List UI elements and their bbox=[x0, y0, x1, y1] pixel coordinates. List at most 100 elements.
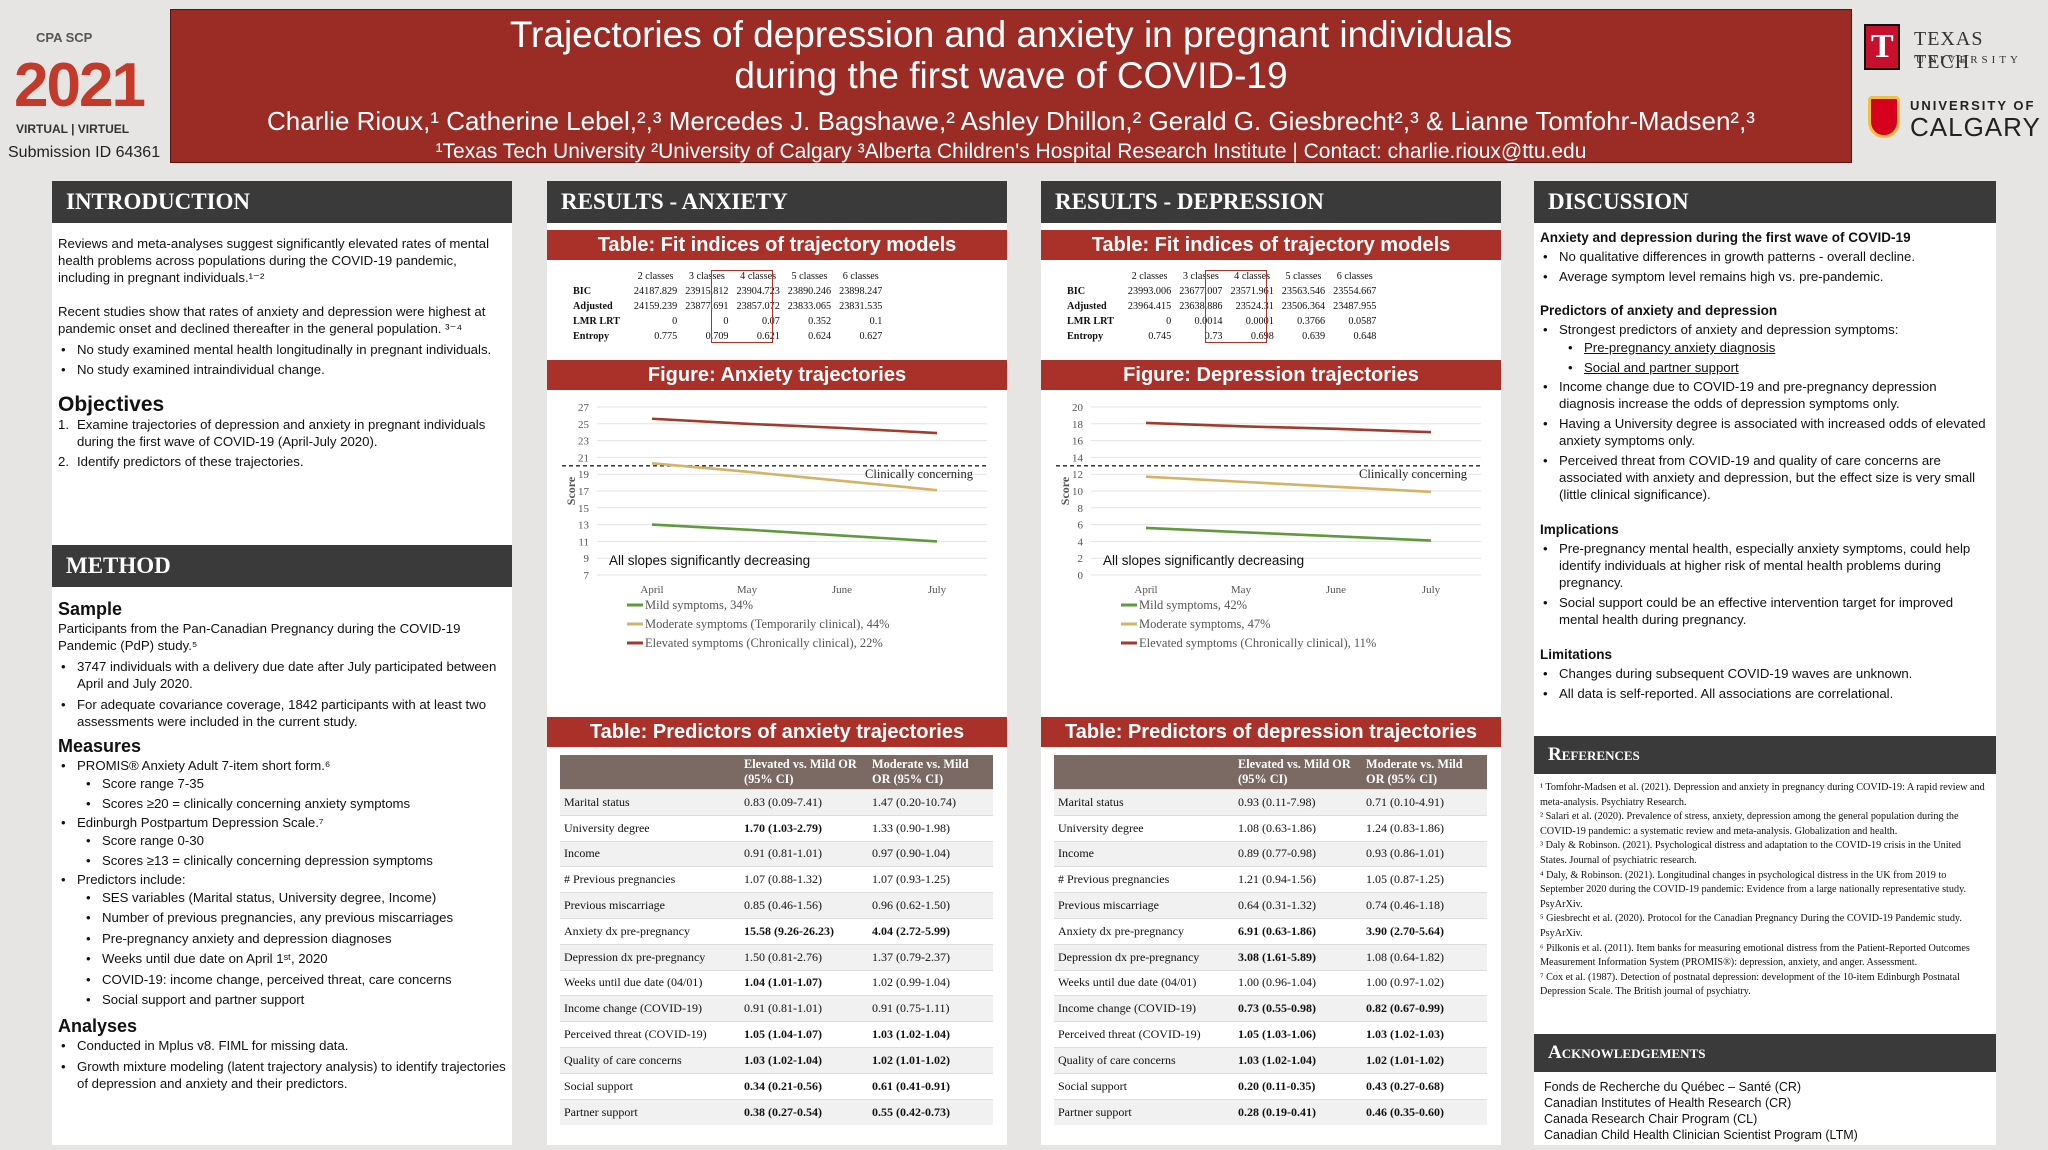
threshold-label: Clinically concerning bbox=[865, 467, 974, 481]
reference-item: ³ Daly & Robinson. (2021). Psychological… bbox=[1540, 840, 1961, 866]
pred-cell: 0.46 (0.35-0.60) bbox=[1362, 1098, 1487, 1125]
threshold-label: Clinically concerning bbox=[1359, 467, 1468, 481]
fit-cell: 0 bbox=[1166, 316, 1172, 327]
fit-col-header: 4 classes bbox=[740, 271, 777, 282]
pred-label: Previous miscarriage bbox=[1054, 892, 1234, 919]
pred-label: Marital status bbox=[560, 789, 740, 816]
pred-cell: 0.97 (0.90-1.04) bbox=[868, 840, 993, 867]
fit-row-label: LMR LRT bbox=[573, 316, 620, 327]
pred-label: Weeks until due date (04/01) bbox=[560, 969, 740, 996]
series-line bbox=[651, 461, 938, 492]
fit-col-header: 6 classes bbox=[1336, 271, 1373, 282]
pred-row: Previous miscarriage 0.64 (0.31-1.32) 0.74… bbox=[1054, 892, 1487, 919]
fit-col-header: 4 classes bbox=[1234, 271, 1271, 282]
objectives-list: 1. Examine trajectories of depression and… bbox=[58, 416, 506, 470]
pred-cell: 0.55 (0.42-0.73) bbox=[868, 1098, 993, 1125]
pred-row: Anxiety dx pre-pregnancy 15.58 (9.26-26.2… bbox=[560, 917, 993, 945]
fit-row-label: Entropy bbox=[1067, 331, 1104, 342]
fit-cell: 23915.812 bbox=[685, 286, 729, 297]
conference-year: 2021 bbox=[14, 51, 146, 120]
discussion-list4: Changes during subsequent COVID-19 waves… bbox=[1540, 665, 1990, 702]
predictor-list: SES variables (Marital status, Universit… bbox=[58, 888, 506, 1011]
conference-virtual: VIRTUAL | VIRTUEL bbox=[16, 122, 130, 136]
pred-row: Quality of care concerns 1.03 (1.02-1.04)… bbox=[560, 1046, 993, 1074]
discussion-bullet: Having a University degree is associated… bbox=[1540, 415, 1990, 449]
reference-item: ⁴ Daly, & Robinson. (2021). Longitudinal… bbox=[1540, 869, 1967, 910]
acknowledgement-item: Canada Research Chair Program (CL) bbox=[1544, 1112, 1758, 1126]
fit-cell: 0.3766 bbox=[1297, 316, 1326, 327]
measure-sub-list: Score range 0-30 Scores ≥13 = clinically… bbox=[58, 831, 506, 871]
fit-col-header: 2 classes bbox=[637, 271, 674, 282]
fit-cell: 23677.007 bbox=[1179, 286, 1223, 297]
fit-row: LMR LRT 0 0 0.07 0.352 0.1 bbox=[569, 314, 886, 329]
predictor-item: Number of previous pregnancies, any prev… bbox=[58, 908, 506, 929]
analyses-heading: Analyses bbox=[58, 1016, 138, 1037]
selected-model-highlight bbox=[711, 270, 773, 343]
pred-cell: 0.73 (0.55-0.98) bbox=[1234, 995, 1362, 1022]
x-tick-label: April bbox=[640, 584, 663, 596]
pred-col-header bbox=[1054, 755, 1234, 790]
fit-cell: 23993.006 bbox=[1127, 286, 1172, 297]
intro-p1: Reviews and meta-analyses suggest signif… bbox=[58, 236, 490, 285]
pred-label: # Previous pregnancies bbox=[1054, 866, 1234, 893]
column-anxiety: RESULTS - ANXIETY Table: Fit indices of … bbox=[547, 181, 1007, 1145]
anxiety-fig-title: Figure: Anxiety trajectories bbox=[547, 360, 1007, 390]
reference-item: ⁶ Pilkonis et al. (2011). Item banks for… bbox=[1540, 942, 1970, 969]
pred-label: Previous miscarriage bbox=[560, 892, 740, 919]
fit-cell: 0.1 bbox=[869, 316, 883, 327]
pred-label: Depression dx pre-pregnancy bbox=[1054, 943, 1234, 971]
fit-cell: 23563.546 bbox=[1281, 286, 1326, 297]
pred-row: Social support 0.20 (0.11-0.35) 0.43 (0.27… bbox=[1054, 1072, 1487, 1100]
pred-label: Perceived threat (COVID-19) bbox=[560, 1021, 740, 1048]
depression-pred-title: Table: Predictors of depression trajecto… bbox=[1041, 717, 1501, 747]
fit-cell: 0.621 bbox=[756, 331, 780, 342]
fit-cell: 23524.31 bbox=[1235, 301, 1274, 312]
pred-label: University degree bbox=[560, 814, 740, 842]
pred-cell: 0.61 (0.41-0.91) bbox=[868, 1072, 993, 1100]
pred-cell: 0.91 (0.81-1.01) bbox=[740, 840, 868, 867]
pred-col-header: Elevated vs. Mild OR (95% CI) bbox=[1234, 755, 1362, 790]
conference-logo: CPA SCP 2021 VIRTUAL | VIRTUEL bbox=[8, 22, 168, 142]
fit-col-header: 3 classes bbox=[1182, 271, 1219, 282]
fit-cell: 23857.072 bbox=[736, 301, 780, 312]
references-heading: References bbox=[1534, 736, 1996, 774]
discussion-body: Anxiety and depression during the first … bbox=[1534, 223, 1996, 702]
sample-bullet: 3747 individuals with a delivery due dat… bbox=[58, 658, 506, 692]
pred-cell: 1.08 (0.64-1.82) bbox=[1362, 943, 1487, 971]
fit-col-header bbox=[1063, 269, 1124, 284]
objective-item: 2. Identify predictors of these trajector… bbox=[58, 454, 304, 469]
predictor-item: Weeks until due date on April 1ˢᵗ, 2020 bbox=[58, 949, 506, 970]
y-tick-label: 18 bbox=[1072, 419, 1084, 431]
fit-row: Entropy 0.745 0.73 0.698 0.639 0.648 bbox=[1063, 329, 1380, 344]
pred-cell: 1.37 (0.79-2.37) bbox=[868, 943, 993, 971]
x-tick-label: June bbox=[832, 584, 852, 596]
y-tick-label: 21 bbox=[578, 452, 589, 464]
depression-heading: RESULTS - DEPRESSION bbox=[1041, 181, 1501, 223]
acknowledgement-item: Canadian Child Health Clinician Scientis… bbox=[1544, 1128, 1858, 1142]
references-list: ¹ Tomfohr-Madsen et al. (2021). Depressi… bbox=[1540, 781, 1990, 1000]
reference-item: ² Salari et al. (2020). Prevalence of st… bbox=[1540, 811, 1959, 837]
y-tick-label: 4 bbox=[1078, 536, 1084, 548]
pred-row: Perceived threat (COVID-19) 1.05 (1.03-1.… bbox=[1054, 1021, 1487, 1048]
pred-row: University degree 1.70 (1.03-2.79) 1.33 (0… bbox=[560, 814, 993, 842]
pred-row: Income 0.89 (0.77-0.98) 0.93 (0.86-1.01) bbox=[1054, 840, 1487, 867]
pred-label: Partner support bbox=[560, 1098, 740, 1125]
fit-cell: 0 bbox=[672, 316, 678, 327]
pred-cell: 1.03 (1.02-1.03) bbox=[1362, 1021, 1487, 1048]
measure-sub: Score range 7-35 bbox=[58, 774, 506, 794]
fit-col-header: 2 classes bbox=[1131, 271, 1168, 282]
affiliations: ¹Texas Tech University ²University of Ca… bbox=[435, 140, 1587, 163]
reference-item: ¹ Tomfohr-Madsen et al. (2021). Depressi… bbox=[1540, 782, 1985, 808]
objectives-heading: Objectives bbox=[58, 393, 165, 416]
y-tick-label: 0 bbox=[1078, 570, 1084, 582]
pred-cell: 15.58 (9.26-26.23) bbox=[740, 917, 868, 945]
pred-label: Perceived threat (COVID-19) bbox=[1054, 1021, 1234, 1048]
y-tick-label: 20 bbox=[1072, 402, 1084, 414]
fit-row-label: Adjusted bbox=[1067, 301, 1107, 312]
pred-label: Anxiety dx pre-pregnancy bbox=[560, 917, 740, 945]
y-tick-label: 6 bbox=[1078, 520, 1084, 532]
x-tick-label: May bbox=[1231, 584, 1252, 596]
pred-row: University degree 1.08 (0.63-1.86) 1.24 (0… bbox=[1054, 814, 1487, 842]
pred-cell: 0.74 (0.46-1.18) bbox=[1362, 892, 1487, 919]
fit-cell: 0.624 bbox=[808, 331, 832, 342]
